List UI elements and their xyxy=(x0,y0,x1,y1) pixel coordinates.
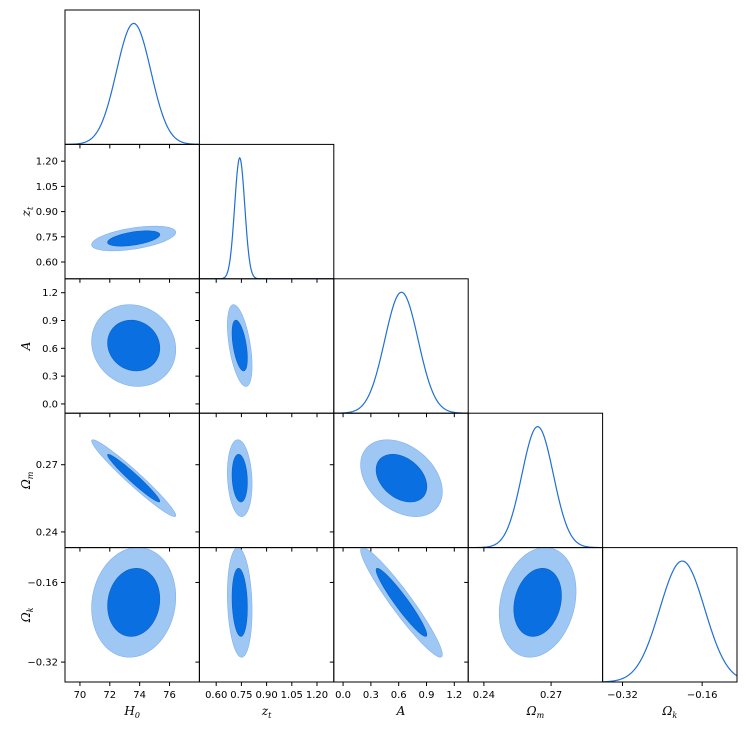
y-tick-label-zt: 1.05 xyxy=(36,182,58,193)
contour-68-Om-vs-A xyxy=(375,454,428,503)
y-tick-label-Ok: −0.32 xyxy=(27,658,58,669)
panel-A-vs-A xyxy=(333,278,469,418)
y-tick-label-A: 0.6 xyxy=(42,344,58,355)
panel-frame xyxy=(602,547,738,683)
panel-frame xyxy=(64,9,200,145)
contour-68-A-vs-H0 xyxy=(107,319,161,372)
panel-Om-vs-H0: 0.24 0.27 xyxy=(36,412,200,552)
x-tick-label-zt: 1.05 xyxy=(281,690,303,701)
x-tick-label-A: 0.6 xyxy=(391,690,407,701)
x-tick-label-Ok: −0.16 xyxy=(687,690,718,701)
contour-68-Om-vs-zt xyxy=(231,454,248,503)
panel-Ok-vs-H0: 70 72 74 76 −0.32 −0.16 xyxy=(27,547,200,701)
param-symbol: A xyxy=(19,341,33,351)
param-subscript: 0 xyxy=(135,711,140,720)
contour-68-Ok-vs-zt xyxy=(231,568,248,637)
param-symbol: Ω xyxy=(661,704,672,718)
param-symbol: Ω xyxy=(19,612,33,623)
x-tick-label-H0: 72 xyxy=(103,690,116,701)
param-subscript: t xyxy=(26,206,35,210)
param-symbol: z xyxy=(261,704,269,718)
panel-Ok-vs-A: 0.0 0.3 0.6 0.9 1.2 xyxy=(329,547,469,701)
x-tick-label-Ok: −0.32 xyxy=(607,690,638,701)
x-tick-label-A: 1.2 xyxy=(446,690,462,701)
panel-zt-vs-H0: 0.60 0.75 0.90 1.05 1.20 xyxy=(36,143,200,283)
panel-A-vs-zt xyxy=(195,278,335,418)
y-axis-label-Ok: Ωk xyxy=(19,607,35,623)
y-tick-label-A: 1.2 xyxy=(42,288,58,299)
x-axis-label-Om: Ωm xyxy=(526,704,545,720)
panel-frame xyxy=(198,412,335,549)
x-axis-label-zt: zt xyxy=(261,704,272,720)
x-tick-label-H0: 74 xyxy=(133,690,146,701)
contour-68-Ok-vs-H0 xyxy=(107,568,161,637)
marginal-A xyxy=(333,291,469,414)
x-tick-label-Om: 0.27 xyxy=(540,690,562,701)
x-axis-label-Ok: Ωk xyxy=(661,704,677,720)
y-tick-label-Om: 0.24 xyxy=(36,527,58,538)
marginal-Ok xyxy=(602,560,737,682)
x-tick-label-zt: 0.90 xyxy=(255,690,277,701)
param-subscript: t xyxy=(268,711,272,720)
y-tick-label-zt: 1.20 xyxy=(36,157,58,168)
x-tick-label-A: 0.9 xyxy=(419,690,435,701)
param-symbol: H xyxy=(123,704,135,718)
param-symbol: Ω xyxy=(19,479,33,490)
panel-Ok-vs-Om: 0.24 0.27 xyxy=(464,547,604,701)
param-symbol: A xyxy=(396,704,406,718)
x-tick-label-A: 0.0 xyxy=(335,690,351,701)
y-axis-label-A: A xyxy=(19,341,33,351)
panel-A-vs-H0: 0.0 0.3 0.6 0.9 1.2 xyxy=(42,278,200,418)
panel-frame xyxy=(64,143,200,280)
x-tick-label-A: 0.3 xyxy=(363,690,379,701)
x-axis-label-A: A xyxy=(396,704,406,718)
marginal-zt xyxy=(199,156,334,279)
y-tick-label-Om: 0.27 xyxy=(36,460,58,471)
y-tick-label-A: 0.0 xyxy=(42,399,58,410)
x-tick-label-zt: 0.75 xyxy=(230,690,252,701)
x-tick-label-zt: 0.60 xyxy=(205,690,227,701)
x-tick-label-H0: 70 xyxy=(74,690,87,701)
y-tick-label-zt: 0.60 xyxy=(36,258,58,269)
x-tick-label-zt: 1.20 xyxy=(306,690,328,701)
y-tick-label-Ok: −0.16 xyxy=(27,578,58,589)
panel-H0-vs-H0 xyxy=(64,9,200,149)
y-tick-label-A: 0.9 xyxy=(42,316,58,327)
y-axis-label-Om: Ωm xyxy=(19,471,35,490)
y-tick-label-zt: 0.75 xyxy=(36,232,58,243)
param-symbol: z xyxy=(19,209,33,217)
x-tick-label-H0: 76 xyxy=(163,690,176,701)
panel-frame xyxy=(467,412,604,549)
y-tick-label-zt: 0.90 xyxy=(36,207,58,218)
panel-frame xyxy=(198,143,335,280)
marginal-H0 xyxy=(65,22,200,145)
panel-frame xyxy=(333,278,469,414)
x-tick-label-Om: 0.24 xyxy=(473,690,495,701)
panel-Ok-vs-Ok: −0.32 −0.16 xyxy=(602,547,738,701)
contour-68-Ok-vs-A xyxy=(375,568,428,637)
panel-Ok-vs-zt: 0.60 0.75 0.90 1.05 1.20 xyxy=(195,547,335,701)
x-axis-label-H0: H0 xyxy=(123,704,140,720)
param-subscript: k xyxy=(672,711,677,720)
panel-zt-vs-zt xyxy=(198,143,335,283)
panel-Om-vs-zt xyxy=(195,412,335,552)
y-axis-label-zt: zt xyxy=(19,206,35,217)
contour-68-zt-vs-H0 xyxy=(107,230,161,247)
param-subscript: m xyxy=(537,711,545,720)
contour-68-Om-vs-H0 xyxy=(107,454,161,503)
contour-68-Ok-vs-Om xyxy=(513,568,562,637)
param-symbol: Ω xyxy=(526,704,537,718)
panel-frame xyxy=(198,547,335,683)
marginal-Om xyxy=(468,426,603,548)
param-subscript: k xyxy=(26,607,35,612)
contour-68-A-vs-zt xyxy=(231,319,248,372)
panel-Om-vs-A xyxy=(329,412,469,552)
param-subscript: m xyxy=(26,471,35,479)
panel-Om-vs-Om xyxy=(467,412,604,552)
panel-frame xyxy=(198,278,335,414)
y-tick-label-A: 0.3 xyxy=(42,372,58,383)
